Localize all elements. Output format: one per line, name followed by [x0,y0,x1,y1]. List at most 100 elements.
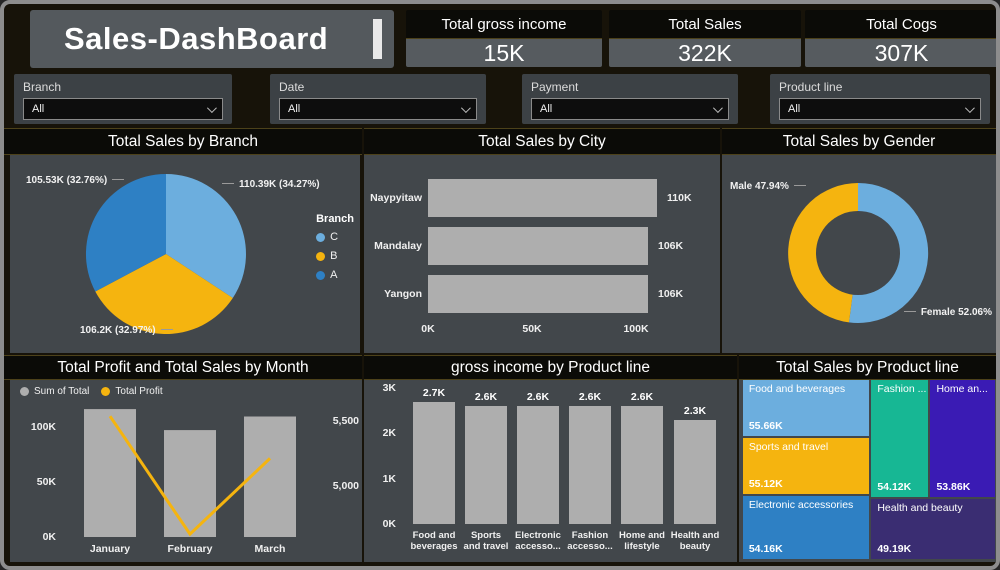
branch-legend: Branch C B A [316,213,354,288]
kpi-card-total-sales: Total Sales 322K [609,10,801,67]
legend-color-dot [316,232,326,242]
pie-svg [85,174,246,335]
combo-axis-tick: February [168,543,213,555]
column-bar-4[interactable] [621,406,663,524]
slicer-label: Product line [779,80,843,94]
tile-name: Sports and travel [748,441,829,454]
pie-data-label: 105.53K (32.76%) [26,175,124,186]
column-category-label: Home and lifestyle [619,530,665,553]
tile-name: Home an... [936,383,988,395]
city-bar-Yangon[interactable] [428,275,648,313]
slicer-label: Payment [531,80,579,94]
kpi-card-gross-income: Total gross income 15K [406,10,602,67]
treemap-tile-health-and-beauty[interactable]: Health and beauty 49.19K [871,499,995,560]
pie-legend-item-A[interactable]: A [316,269,354,281]
city-axis-label: Mandalay [374,240,422,252]
combo-legend-label: Total Profit [115,386,163,397]
city-x-tick: 0K [421,323,435,335]
tile-value: 54.12K [877,481,912,494]
tile-value: 55.12K [748,477,783,490]
city-axis-label: Yangon [384,288,422,300]
column-bar-2[interactable] [517,406,559,524]
city-x-tick: 100K [623,323,649,335]
pie-slice-C[interactable] [166,174,246,298]
treemap-tile-fashion-[interactable]: Fashion ... 54.12K [871,380,928,498]
combo-axis-tick: 50K [37,476,57,488]
city-bar-Naypyitaw[interactable] [428,179,657,217]
slicer-label: Date [279,80,305,94]
treemap-tile-home-an-[interactable]: Home an... 53.86K [930,380,995,498]
column-bar-3[interactable] [569,406,611,524]
kpi-value: 15K [406,39,602,67]
pie-data-label: 106.2K (32.97%) [80,325,173,336]
combo-chart-profit-sales-by-month: Sum of Total Total Profit 100K 50K 0K 5,500 5… [10,380,362,562]
slicer-date: Date All [270,74,486,124]
donut-data-label: Male 47.94% [730,181,806,192]
month-bar-February[interactable] [164,430,216,537]
combo-axis-tick: March [255,543,286,555]
pie-slice-B[interactable] [95,254,233,335]
kpi-label: Total Cogs [805,10,996,39]
chevron-down-icon [964,102,975,113]
column-category-label: Sports and travel [463,530,509,553]
tile-name: Health and beauty [877,502,963,515]
treemap-tile-sports-and-travel[interactable]: Sports and travel 55.12K [742,438,869,494]
treemap-tile-food-and-beverages[interactable]: Food and beverages 55.66K [742,380,869,437]
legend-color-dot [20,387,29,396]
column-bar-0[interactable] [413,402,455,524]
chevron-down-icon [460,102,471,113]
column-y-tick: 2K [382,427,396,439]
column-value-label: 2.7K [422,387,446,399]
donut-hole [816,211,900,295]
branch-dropdown[interactable]: All [23,98,223,120]
tile-name: Electronic accessories [748,498,854,511]
slicer-branch: Branch All [14,74,232,124]
city-bar-Mandalay[interactable] [428,227,648,265]
city-axis-label: Naypyitaw [370,192,422,204]
title-accent-bar [373,19,382,59]
chevron-down-icon [712,102,723,113]
date-dropdown[interactable]: All [279,98,477,120]
tile-value: 53.86K [936,481,971,494]
chart-title-gross-income-by-product-line: gross income by Product line [364,355,737,380]
chevron-down-icon [206,102,217,113]
payment-dropdown[interactable]: All [531,98,729,120]
treemap-sales-by-product-line: Food and beverages 55.66K Sports and trave… [739,380,996,562]
combo-axis-tick: January [90,543,130,555]
combo-legend: Sum of Total Total Profit [20,386,163,397]
treemap-tile-electronic-accessories[interactable]: Electronic accessories 54.16K [742,495,869,560]
donut-svg [788,182,929,323]
column-y-tick: 0K [382,518,396,530]
column-bar-1[interactable] [465,406,507,524]
combo-axis-tick: 100K [31,421,57,433]
product-line-dropdown[interactable]: All [779,98,981,120]
column-bar-5[interactable] [674,420,716,524]
pie-legend-item-C[interactable]: C [316,231,354,243]
column-value-label: 2.6K [630,391,654,403]
combo-legend-item-sum-of-total[interactable]: Sum of Total [20,386,89,397]
pie-chart-sales-by-branch: 110.39K (34.27%) 106.2K (32.97%) 105.53K (… [10,155,360,353]
column-category-label: Health and beauty [670,530,720,553]
chart-title-sales-by-gender: Total Sales by Gender [722,128,996,155]
dropdown-selected-value: All [288,103,301,115]
combo-axis-tick: 5,000 [333,480,359,492]
column-y-tick: 1K [382,473,396,485]
slicer-payment: Payment All [522,74,738,124]
pie-legend-item-B[interactable]: B [316,250,354,262]
pie-legend-title: Branch [316,213,354,225]
month-bar-January[interactable] [84,409,136,537]
column-category-label: Fashion accesso... [567,530,613,553]
kpi-value: 307K [805,39,996,67]
page-title: Sales-DashBoard [64,21,329,56]
city-bar-value: 106K [658,288,684,300]
combo-legend-item-total-profit[interactable]: Total Profit [101,386,163,397]
city-bar-value: 106K [658,240,684,252]
pie-legend-label: A [330,269,338,281]
tile-name: Fashion ... [877,383,927,395]
tile-value: 49.19K [877,543,912,556]
column-value-label: 2.3K [683,405,707,417]
pie-slice-A[interactable] [85,174,166,292]
total-profit-line[interactable] [108,415,272,537]
legend-color-dot [101,387,111,396]
column-chart-gross-income: 3K 2K 1K 0K 2.7K Food and beverages 2.6K Sports… [364,380,737,562]
